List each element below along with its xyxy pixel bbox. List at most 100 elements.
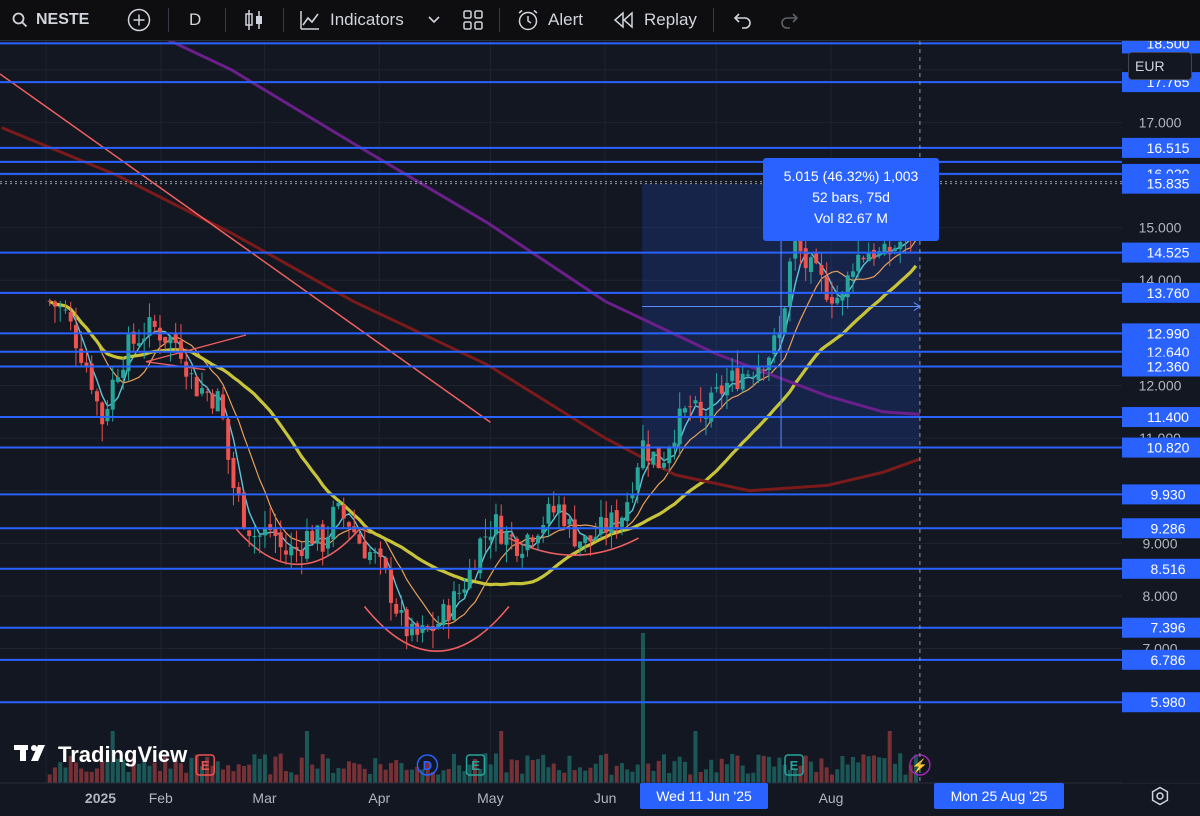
volume-bar	[478, 768, 483, 783]
candle-body	[394, 604, 399, 614]
candle-body	[252, 536, 257, 538]
volume-bar	[278, 753, 283, 783]
candle-body	[892, 248, 897, 251]
candle-body	[556, 504, 561, 514]
candle-body	[210, 393, 215, 409]
candle-body	[451, 591, 456, 620]
price-level-tag	[1122, 558, 1200, 579]
replay-label: Replay	[644, 10, 697, 29]
undo-button[interactable]	[733, 0, 753, 40]
volume-bar	[336, 768, 341, 783]
volume-bar	[530, 760, 535, 783]
volume-bar	[556, 770, 561, 783]
indicators-dropdown[interactable]	[428, 0, 440, 40]
event-marker-letter: ⚡	[912, 758, 928, 774]
hover-date-label: Wed 11 Jun '25	[640, 783, 768, 809]
price-chart[interactable]: 7.0008.0009.00010.00011.00012.00013.0001…	[0, 41, 1200, 816]
price-axis[interactable]: 7.0008.0009.00010.00011.00012.00013.0001…	[1122, 41, 1200, 713]
candle-body	[346, 522, 351, 527]
candle-body	[856, 254, 861, 272]
redo-button[interactable]	[779, 0, 799, 40]
indicators-button[interactable]: Indicators	[299, 0, 404, 40]
downtrend-line	[0, 73, 491, 423]
price-axis-tick-label: 12.000	[1139, 377, 1182, 393]
candle-body	[593, 536, 598, 540]
volume-bar	[693, 731, 698, 783]
candle-body	[635, 467, 640, 491]
candle-body	[499, 515, 504, 544]
price-level-tag-text: 8.516	[1150, 561, 1185, 577]
symbol-search[interactable]: NESTE	[12, 0, 89, 40]
candle-body	[520, 553, 525, 558]
price-level-tag	[1122, 617, 1200, 638]
candle-body	[535, 535, 540, 544]
volume-bar	[441, 770, 446, 783]
candle-body	[745, 374, 750, 376]
price-level-tag-text: 12.640	[1147, 344, 1190, 360]
volume-bar	[131, 756, 136, 783]
volume-bar	[593, 763, 598, 783]
volume-bar	[157, 770, 162, 783]
layouts-button[interactable]	[462, 0, 484, 40]
volume-bar	[871, 755, 876, 783]
candle-body	[315, 525, 320, 544]
volume-bar	[63, 767, 68, 783]
volume-bar	[52, 767, 57, 783]
volume-bar	[168, 768, 173, 783]
volume-bar	[68, 756, 73, 783]
volume-bar	[824, 767, 829, 783]
volume-bar	[877, 757, 882, 783]
interval-button[interactable]: D	[189, 10, 202, 29]
symbol-name: NESTE	[36, 11, 90, 28]
plus-circle-icon	[127, 8, 151, 32]
volume-bar	[283, 771, 288, 783]
trend-drawings	[0, 73, 639, 652]
volume-bar	[887, 731, 892, 783]
volume-bar	[420, 769, 425, 783]
volume-bar	[357, 764, 362, 783]
price-axis-tick-label: 8.000	[1142, 588, 1177, 604]
volume-bar	[451, 753, 456, 783]
chart-type-button[interactable]	[243, 0, 265, 40]
chart-settings-button[interactable]	[1150, 786, 1170, 806]
price-level-tag	[1122, 692, 1200, 713]
candle-body	[184, 361, 189, 377]
volume-bar	[856, 762, 861, 783]
tradingview-logo-text: TradingView	[58, 742, 188, 767]
price-level-tag-text: 5.980	[1150, 694, 1185, 710]
candle-body	[803, 248, 808, 269]
volume-bar	[661, 754, 666, 783]
candle-body	[703, 417, 708, 419]
price-level-tag-text: 12.990	[1147, 325, 1190, 341]
volume-bar	[567, 755, 572, 783]
price-axis-tick-label: 9.000	[1142, 535, 1177, 551]
volume-bar	[341, 768, 346, 783]
time-axis[interactable]: 2025FebMarAprMayJunJulAug	[85, 790, 844, 806]
volume-bar	[735, 755, 740, 783]
candle-body	[840, 293, 845, 301]
price-level-tag	[1122, 407, 1200, 428]
candle-body	[52, 301, 57, 307]
alert-button[interactable]: Alert	[516, 0, 583, 40]
volume-bar	[430, 771, 435, 783]
compare-symbol-button[interactable]	[127, 0, 151, 40]
price-level-tag	[1122, 518, 1200, 539]
replay-button[interactable]: Replay	[613, 0, 697, 40]
currency-button[interactable]: EUR	[1128, 52, 1192, 80]
time-axis-label: Aug	[819, 790, 844, 806]
candle-body	[294, 546, 299, 549]
volume-bar	[346, 761, 351, 783]
volume-bar	[850, 756, 855, 783]
price-axis-tick-label: 15.000	[1139, 220, 1182, 236]
candle-body	[546, 503, 551, 524]
volume-bar	[268, 774, 273, 783]
volume-bar	[709, 759, 714, 783]
candle-body	[751, 376, 756, 378]
candle-body	[672, 442, 677, 447]
candle-body	[126, 334, 131, 372]
volume-bar	[105, 759, 110, 783]
volume-bar	[509, 759, 514, 783]
chart-background	[0, 41, 1200, 816]
candle-body	[299, 550, 304, 557]
volume-bar	[551, 763, 556, 783]
